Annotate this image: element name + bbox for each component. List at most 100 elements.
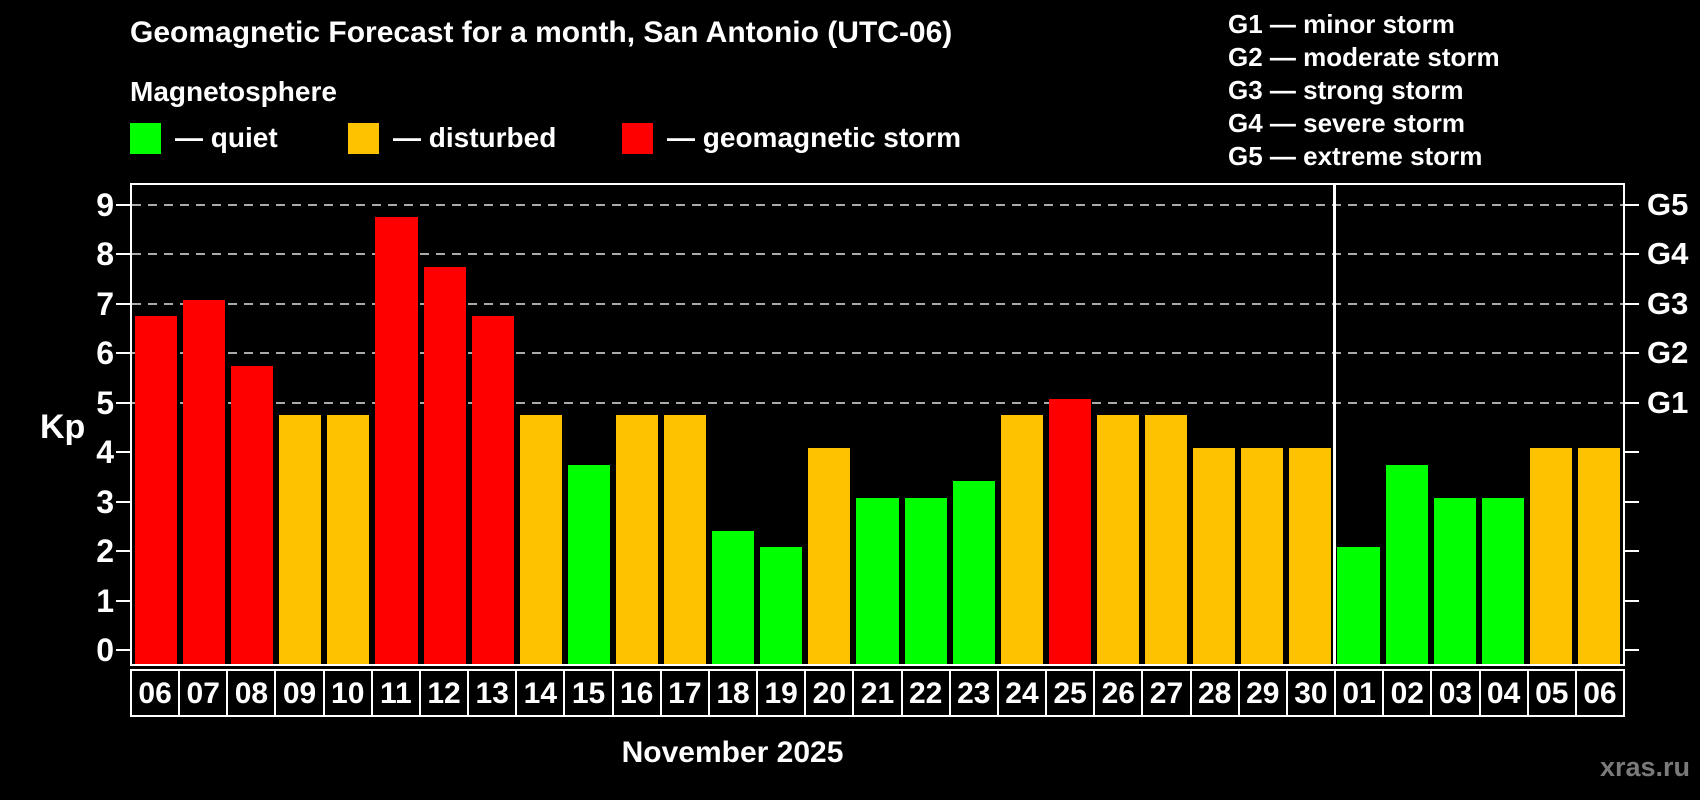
day-label-29: 29 — [1237, 669, 1288, 717]
bar-day-12 — [423, 266, 466, 664]
day-label-30: 30 — [1285, 669, 1337, 717]
bar-day-23 — [952, 481, 995, 664]
y-tick-label-6: 6 — [96, 335, 114, 372]
bar-day-19 — [760, 547, 803, 664]
day-label-20: 20 — [804, 669, 855, 717]
y-axis-tick-left — [116, 500, 130, 503]
gridline-kp-9 — [132, 203, 1623, 206]
bar-day-10 — [327, 415, 370, 664]
chart-title: Geomagnetic Forecast for a month, San An… — [130, 16, 953, 49]
y-axis-tick-right — [1625, 302, 1639, 305]
day-label-25: 25 — [1045, 669, 1096, 717]
bar-day-13 — [471, 316, 514, 664]
g-scale-label-G4: G4 — [1647, 236, 1689, 272]
bar-day-06 — [1577, 448, 1620, 664]
month-label: November 2025 — [621, 736, 844, 769]
day-label-16: 16 — [611, 669, 662, 717]
y-axis-tick-right — [1625, 500, 1639, 503]
bar-day-27 — [1145, 415, 1188, 664]
day-label-05: 05 — [1526, 669, 1577, 717]
bar-day-22 — [904, 497, 947, 664]
day-label-14: 14 — [515, 669, 566, 717]
y-axis-tick-right — [1625, 203, 1639, 206]
y-axis-tick-right — [1625, 599, 1639, 602]
storm-scale-item: G5 — extreme storm — [1228, 141, 1483, 171]
y-tick-label-0: 0 — [96, 632, 114, 669]
day-label-12: 12 — [418, 669, 470, 717]
bar-day-04 — [1481, 497, 1524, 664]
bar-day-17 — [664, 415, 707, 664]
day-label-06: 06 — [1574, 669, 1625, 717]
y-axis-tick-left — [116, 352, 130, 355]
legend-label: — geomagnetic storm — [667, 122, 962, 153]
day-label-26: 26 — [1093, 669, 1144, 717]
gridline-kp-8 — [132, 253, 1623, 256]
y-axis-tick-right — [1625, 550, 1639, 553]
day-label-23: 23 — [948, 669, 999, 717]
storm-scale-item: G1 — minor storm — [1228, 9, 1455, 39]
day-label-19: 19 — [756, 669, 807, 717]
disturbed-color-swatch-icon — [348, 122, 379, 154]
y-axis-tick-left — [116, 550, 130, 553]
bar-day-16 — [615, 415, 659, 664]
bar-day-28 — [1193, 448, 1236, 664]
day-label-28: 28 — [1189, 669, 1240, 717]
day-label-11: 11 — [370, 669, 421, 717]
bar-day-07 — [183, 299, 226, 664]
y-axis-tick-left — [116, 649, 130, 652]
day-label-09: 09 — [274, 669, 325, 717]
bar-day-24 — [1000, 415, 1043, 664]
day-label-27: 27 — [1141, 669, 1192, 717]
g-scale-label-G5: G5 — [1647, 186, 1689, 222]
bar-day-08 — [231, 365, 274, 664]
y-axis-tick-left — [116, 302, 130, 305]
y-tick-label-1: 1 — [96, 582, 114, 619]
bar-day-03 — [1433, 497, 1476, 664]
y-tick-label-5: 5 — [96, 384, 114, 421]
y-tick-label-8: 8 — [96, 236, 114, 273]
y-axis-tick-left — [116, 599, 130, 602]
day-label-22: 22 — [900, 669, 951, 717]
plot-area — [130, 183, 1625, 666]
y-axis-tick-left — [116, 451, 130, 454]
bar-day-11 — [375, 217, 418, 664]
y-tick-label-2: 2 — [96, 533, 114, 570]
g-scale-label-G3: G3 — [1647, 285, 1689, 321]
y-axis-title: Kp — [40, 408, 86, 446]
day-axis: 06 07 08 09 10 11 12 13 14 15 16 17 18 19 20 21 22 23 24 25… — [130, 669, 1625, 717]
bar-day-26 — [1096, 415, 1140, 664]
g-scale-label-G2: G2 — [1647, 335, 1689, 371]
legend-item-disturbed: — disturbed — [348, 122, 556, 154]
bar-day-29 — [1241, 448, 1284, 664]
legend-label: — disturbed — [393, 122, 557, 153]
bar-day-09 — [279, 415, 322, 664]
y-axis-tick-right — [1625, 451, 1639, 454]
gridline-kp-6 — [132, 352, 1623, 355]
day-label-02: 02 — [1382, 669, 1433, 717]
legend-item-quiet: — quiet — [130, 122, 278, 154]
day-label-17: 17 — [659, 669, 710, 717]
bar-day-20 — [808, 448, 851, 664]
y-axis-tick-right — [1625, 649, 1639, 652]
y-axis-tick-left — [116, 203, 130, 206]
day-label-01: 01 — [1334, 669, 1385, 717]
y-axis-tick-left — [116, 253, 130, 256]
chart-subtitle: Magnetosphere — [130, 76, 337, 107]
gridline-kp-7 — [132, 302, 1623, 305]
y-tick-label-4: 4 — [96, 434, 114, 471]
storm-scale-legend: G1 — minor storm G2 — moderate storm G3 — … — [1228, 8, 1500, 173]
y-tick-label-7: 7 — [96, 285, 114, 322]
day-label-18: 18 — [707, 669, 759, 717]
y-axis-tick-right — [1625, 253, 1639, 256]
bar-day-01 — [1337, 547, 1380, 664]
legend-label: — quiet — [175, 122, 278, 153]
bar-day-06 — [135, 316, 178, 664]
storm-color-swatch-icon — [622, 122, 653, 154]
bar-day-15 — [567, 464, 610, 664]
quiet-color-swatch-icon — [130, 122, 161, 154]
day-label-08: 08 — [226, 669, 277, 717]
y-axis-tick-right — [1625, 401, 1639, 404]
day-label-07: 07 — [178, 669, 229, 717]
storm-scale-item: G2 — moderate storm — [1228, 42, 1500, 72]
